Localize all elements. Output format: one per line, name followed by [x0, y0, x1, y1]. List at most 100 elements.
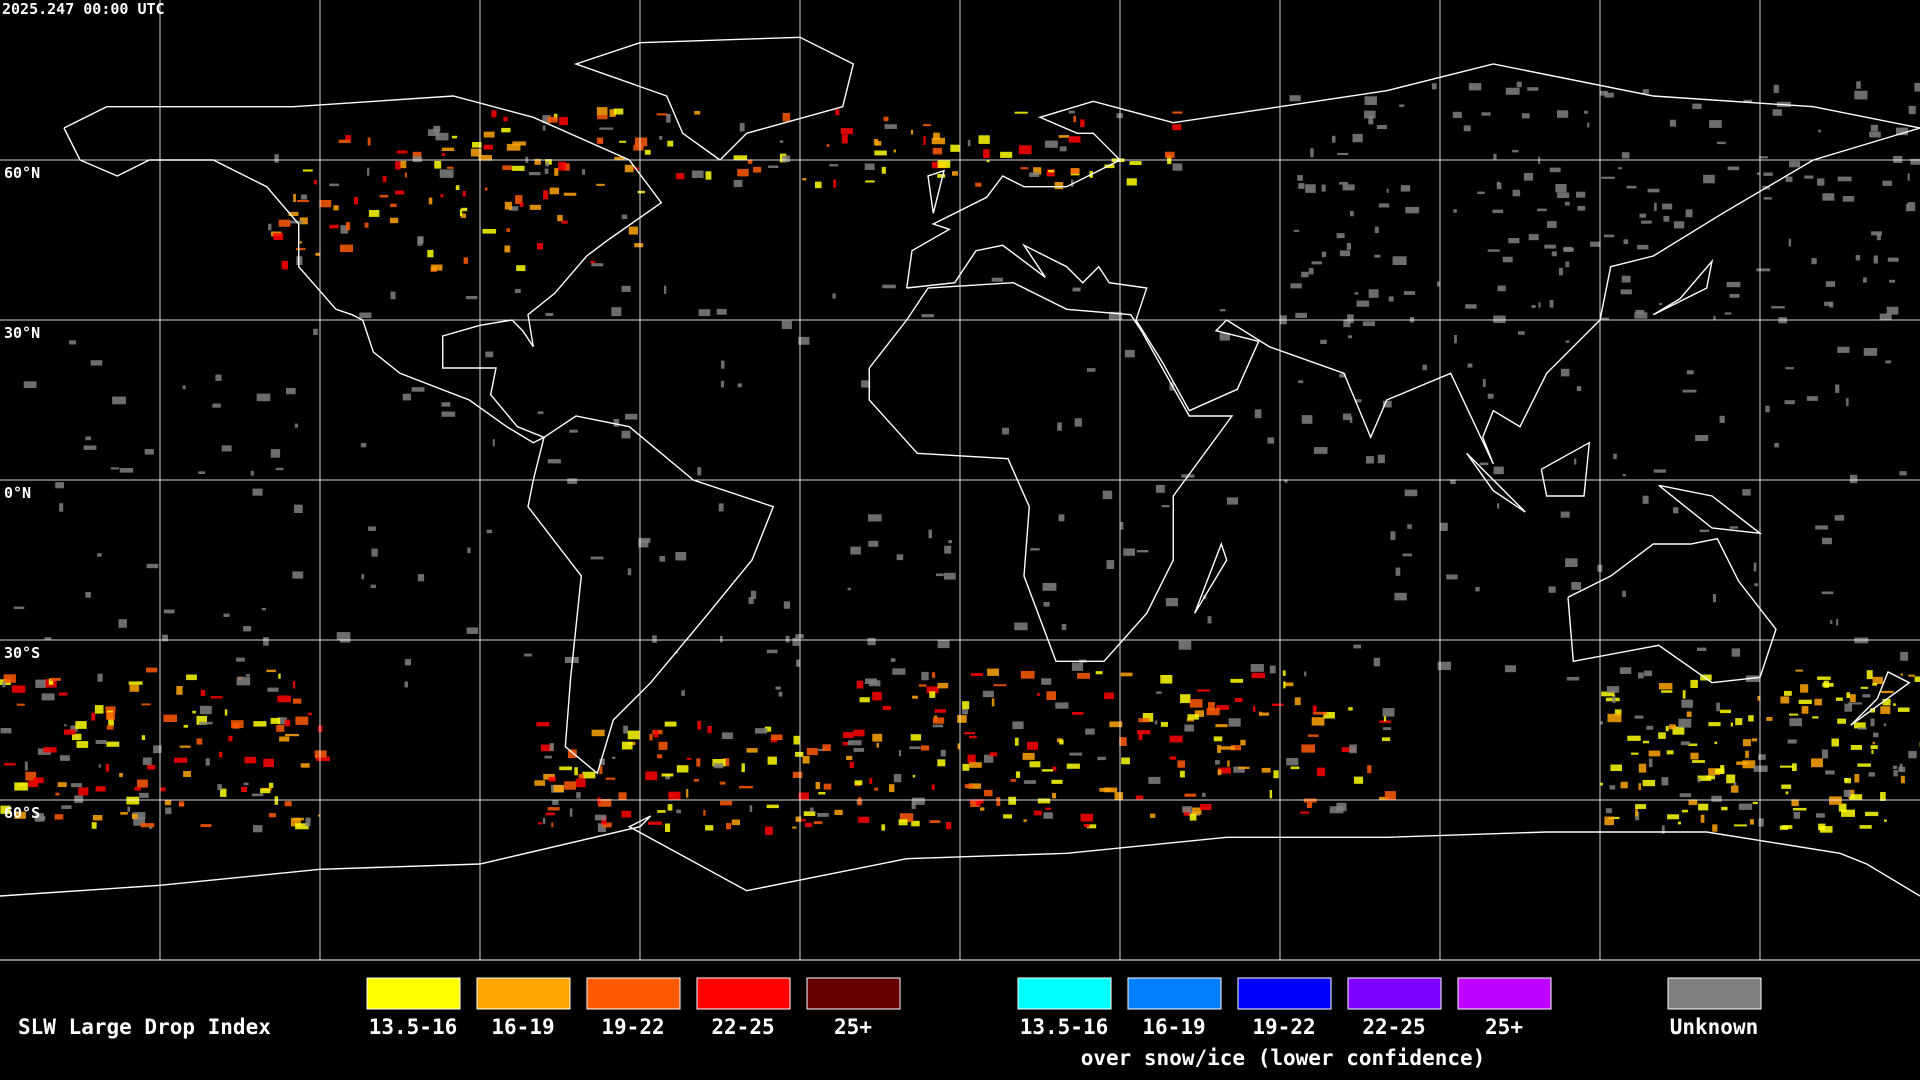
cloud-speckle [1825, 770, 1835, 775]
cloud-speckle [140, 823, 155, 828]
legend-swatch [1237, 977, 1332, 1010]
cloud-speckle [921, 745, 930, 751]
timestamp: 2025.247 00:00 UTC [2, 0, 165, 18]
cloud-speckle [549, 187, 560, 195]
cloud-speckle [1565, 340, 1570, 343]
cloud-speckle [1030, 548, 1040, 551]
cloud-speckle [1893, 703, 1896, 706]
cloud-speckle [1259, 712, 1270, 716]
cloud-speckle [1712, 824, 1718, 832]
cloud-speckle [382, 175, 387, 183]
cloud-speckle [1914, 82, 1920, 92]
cloud-speckle [379, 195, 389, 198]
cloud-speckle [1841, 809, 1855, 817]
cloud-speckle [1697, 778, 1701, 783]
cloud-speckle [627, 568, 632, 576]
cloud-speckle [11, 685, 26, 693]
cloud-speckle [534, 780, 546, 786]
cloud-speckle [1788, 238, 1792, 247]
cloud-speckle [1872, 741, 1875, 745]
cloud-speckle [199, 721, 213, 725]
cloud-speckle [1854, 722, 1866, 729]
cloud-speckle [106, 712, 116, 720]
cloud-speckle [1887, 257, 1899, 262]
cloud-speckle [563, 192, 577, 196]
latitude-label: 0°N [4, 484, 31, 502]
cloud-speckle [1716, 141, 1726, 145]
cloud-speckle [1382, 708, 1395, 717]
cloud-speckle [716, 308, 727, 315]
cloud-speckle [1379, 796, 1390, 800]
cloud-speckle [1138, 733, 1143, 741]
cloud-speckle [1284, 479, 1288, 483]
cloud-speckle [1870, 745, 1878, 749]
cloud-speckle [864, 163, 875, 170]
cloud-speckle [818, 748, 827, 752]
cloud-speckle [1178, 640, 1192, 650]
cloud-speckle [1600, 782, 1603, 786]
cloud-speckle [1661, 825, 1665, 834]
cloud-speckle [1353, 644, 1362, 649]
cloud-speckle [1825, 281, 1836, 287]
cloud-speckle [1400, 185, 1411, 192]
coastline [927, 169, 945, 214]
cloud-speckle [1669, 119, 1677, 127]
cloud-speckle [1337, 152, 1349, 156]
cloud-speckle [404, 172, 407, 178]
cloud-speckle [85, 436, 91, 441]
cloud-speckle [1379, 720, 1391, 723]
cloud-speckle [1493, 315, 1506, 324]
cloud-speckle [1844, 703, 1853, 712]
cloud-speckle [1714, 741, 1718, 745]
cloud-speckle [293, 817, 304, 821]
cloud-speckle [559, 117, 568, 126]
cloud-speckle [1646, 725, 1654, 730]
cloud-speckle [1680, 741, 1690, 746]
cloud-speckle [1781, 784, 1792, 789]
cloud-speckle [1771, 306, 1785, 309]
cloud-speckle [1688, 799, 1698, 806]
cloud-speckle [519, 202, 524, 207]
cloud-speckle [1571, 582, 1582, 590]
cloud-speckle [412, 151, 422, 161]
cloud-speckle [1161, 505, 1170, 508]
cloud-speckle [1601, 176, 1615, 179]
cloud-speckle [266, 669, 276, 673]
cloud-speckle [1695, 435, 1709, 442]
cloud-speckle [1298, 183, 1305, 189]
cloud-speckle [1271, 703, 1284, 706]
cloud-speckle [1080, 119, 1085, 128]
cloud-speckle [1437, 661, 1451, 670]
cloud-speckle [1622, 474, 1626, 477]
cloud-speckle [1576, 386, 1582, 392]
cloud-speckle [768, 165, 779, 168]
cloud-speckle [832, 293, 836, 299]
cloud-speckle [633, 144, 644, 151]
cloud-speckle [1608, 816, 1620, 820]
cloud-speckle [1086, 824, 1097, 829]
cloud-speckle [1002, 427, 1009, 435]
cloud-speckle [918, 684, 927, 687]
cloud-speckle [1708, 722, 1721, 727]
cloud-speckle [783, 601, 790, 609]
cloud-speckle [1638, 672, 1644, 679]
cloud-speckle [1197, 689, 1210, 692]
cloud-speckle [1528, 234, 1539, 241]
cloud-speckle [1609, 785, 1616, 790]
cloud-speckle [1766, 717, 1773, 721]
cloud-speckle [1010, 779, 1016, 782]
cloud-speckle [336, 632, 351, 640]
cloud-speckle [1120, 672, 1133, 677]
cloud-speckle [613, 108, 624, 115]
cloud-speckle [83, 445, 97, 450]
cloud-speckle [98, 764, 101, 768]
cloud-speckle [982, 690, 994, 698]
cloud-speckle [1058, 135, 1070, 138]
cloud-speckle [1364, 96, 1377, 105]
cloud-speckle [1172, 111, 1183, 114]
cloud-speckle [545, 812, 556, 816]
cloud-speckle [1104, 164, 1115, 169]
cloud-speckle [562, 163, 570, 171]
cloud-speckle [764, 726, 772, 732]
cloud-speckle [664, 721, 677, 727]
